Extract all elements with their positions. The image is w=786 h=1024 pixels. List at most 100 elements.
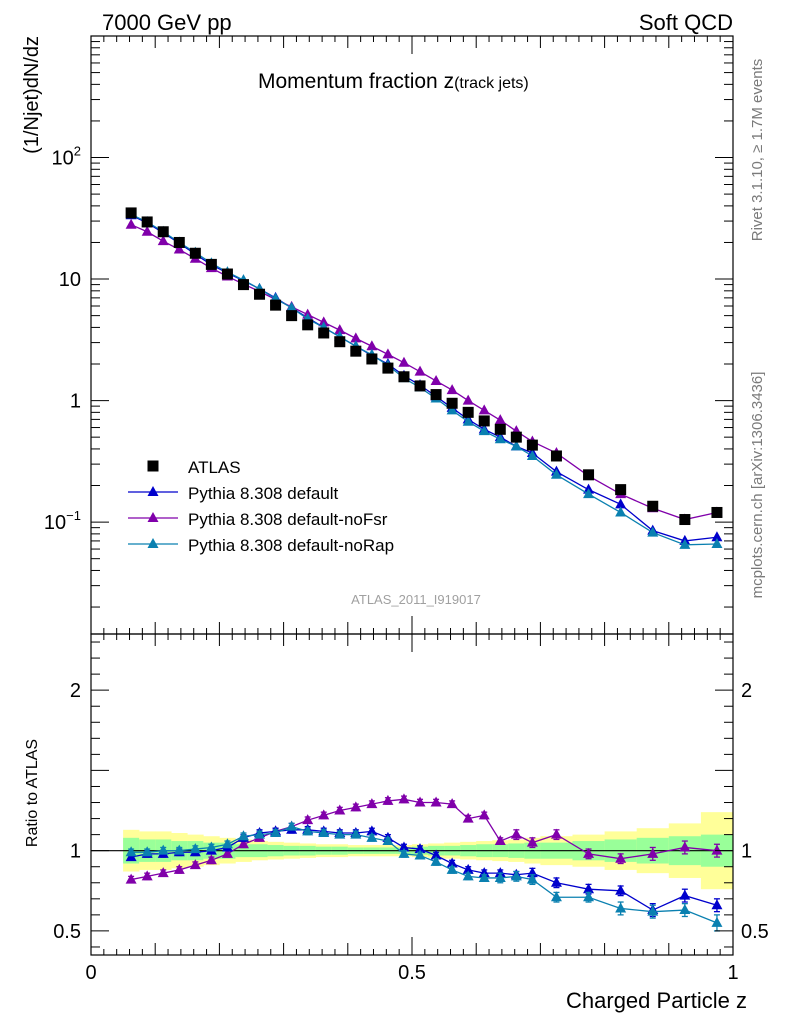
data-point [510,431,522,443]
ratio-point [237,838,249,849]
ratio-marks [125,793,723,932]
ratio-point [189,843,201,854]
y-tick-label: 102 [52,144,81,170]
ratio-point [318,827,330,838]
ratio-point [615,884,627,895]
ratio-y-tick-label-right: 0.5 [741,921,769,943]
data-point [270,299,282,311]
data-point [615,484,627,496]
ratio-point [550,828,562,839]
ratio-point [157,844,169,855]
data-point [221,268,233,280]
ratio-point [446,798,458,809]
ratio-y-tick-label-left: 0.5 [53,921,81,943]
y-tick-label: 10 [59,269,81,291]
ratio-point [302,825,314,836]
main-y-tick-labels: 102 10 1 10−1 [44,144,81,535]
x-tick-labels: 0 0.5 1 [85,962,738,984]
ratio-point [494,835,506,846]
ratio-point [583,891,595,902]
mc-point [494,414,506,425]
ratio-point [526,836,538,847]
header-category: Soft QCD [639,10,733,35]
mc-point [414,365,426,376]
ratio-point [679,841,691,852]
mc-point [157,235,169,246]
ratio-point [157,867,169,878]
ratio-point [526,873,538,884]
data-point [446,397,458,409]
ratio-point [398,841,410,852]
mc-point [550,468,562,479]
ratio-point [430,796,442,807]
ratio-point [462,870,474,881]
ratio-y-axis-label: Ratio to ATLAS [24,739,41,847]
data-point [286,310,298,322]
ratio-point [302,814,314,825]
data-point [583,469,595,481]
mc-point [478,425,490,436]
ratio-point [711,916,723,927]
mc-point [711,531,723,542]
data-point [237,279,249,291]
ratio-point [189,859,201,870]
ratio-point [221,847,233,858]
ratio-point [446,863,458,874]
ratio-point [173,863,185,874]
legend-label: ATLAS [188,458,241,477]
ratio-point [205,854,217,865]
main-panel: 102 10 1 10−1 Momentum fraction z(track jet… [21,35,734,635]
ratio-point [366,831,378,842]
ratio-point [615,902,627,913]
data-point [494,423,506,435]
mc-point [478,404,490,415]
mc-point [446,404,458,415]
x-tick-label: 0.5 [398,962,426,984]
header-energy: 7000 GeV pp [102,10,232,35]
mc-point [398,356,410,367]
ratio-point [125,846,137,857]
ratio-point [679,889,691,900]
data-point [711,506,723,518]
mc-point [334,324,346,335]
ratio-point [350,801,362,812]
rivet-label: Rivet 3.1.10, ≥ 1.7M events [749,59,766,242]
ratio-point [173,844,185,855]
legend-label: Pythia 8.308 default-noFsr [188,510,388,529]
ratio-point [205,841,217,852]
ratio-point [382,835,394,846]
data-point [157,226,169,238]
ratio-point [478,809,490,820]
ratio-point [366,798,378,809]
mc-point [318,316,330,327]
data-point [318,327,330,339]
mc-point [125,218,137,229]
ratio-point [350,828,362,839]
legend: ATLAS Pythia 8.308 default Pythia 8.308 de… [128,458,394,555]
ratio-point [462,812,474,823]
ratio-point [221,838,233,849]
ratio-point [254,828,266,839]
data-point [125,207,137,219]
ratio-point [382,794,394,805]
data-point [366,353,378,365]
ratio-y-tick-label-right: 2 [741,680,752,702]
data-point [350,345,362,357]
data-point [478,415,490,427]
ratio-point [141,846,153,857]
mc-point [350,332,362,343]
ratio-point [679,904,691,915]
main-title-text: Momentum fraction z [258,70,454,93]
ratio-point [430,855,442,866]
ratio-point [583,847,595,858]
ratio-panel: 2 21 10.5 0.5 0 0.5 1 Ratio to ATLAS Charged … [24,633,769,1013]
ratio-series-2 [125,820,723,932]
data-point [189,247,201,259]
data-point [414,380,426,392]
mc-point [366,340,378,351]
mc-point [526,449,538,460]
mc-point [430,374,442,385]
ratio-point [141,870,153,881]
legend-marker [147,460,159,472]
data-point [382,362,394,374]
